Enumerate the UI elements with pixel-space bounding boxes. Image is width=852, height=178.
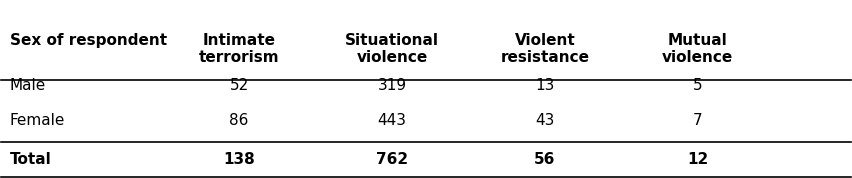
Text: 7: 7 xyxy=(693,113,703,128)
Text: Violent
resistance: Violent resistance xyxy=(500,33,590,65)
Text: Situational
violence: Situational violence xyxy=(345,33,439,65)
Text: Sex of respondent: Sex of respondent xyxy=(10,33,167,48)
Text: 86: 86 xyxy=(229,113,249,128)
Text: 319: 319 xyxy=(377,78,406,93)
Text: 762: 762 xyxy=(376,152,408,167)
Text: Female: Female xyxy=(10,113,66,128)
Text: 12: 12 xyxy=(687,152,708,167)
Text: 52: 52 xyxy=(229,78,249,93)
Text: 443: 443 xyxy=(377,113,406,128)
Text: 43: 43 xyxy=(535,113,555,128)
Text: 13: 13 xyxy=(535,78,555,93)
Text: Intimate
terrorism: Intimate terrorism xyxy=(199,33,279,65)
Text: 56: 56 xyxy=(534,152,556,167)
Text: Total: Total xyxy=(10,152,52,167)
Text: Mutual
violence: Mutual violence xyxy=(662,33,734,65)
Text: Male: Male xyxy=(10,78,46,93)
Text: 138: 138 xyxy=(223,152,255,167)
Text: 5: 5 xyxy=(693,78,703,93)
